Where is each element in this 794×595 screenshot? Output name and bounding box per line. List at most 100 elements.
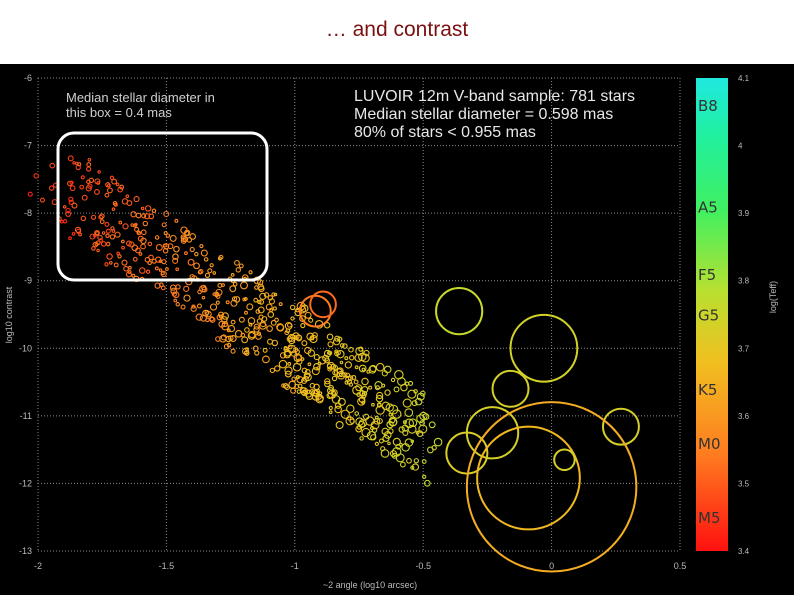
- star-point: [384, 389, 391, 396]
- star-point: [426, 446, 434, 454]
- star-point: [378, 438, 384, 444]
- y-tick-label: -12: [19, 478, 32, 488]
- star-point: [109, 234, 116, 240]
- star-point: [136, 230, 141, 234]
- star-point: [140, 243, 146, 250]
- star-point: [371, 402, 375, 407]
- star-point: [411, 463, 420, 471]
- star-point: [118, 220, 123, 225]
- spectral-type-label: B8: [698, 97, 718, 115]
- star-point: [324, 357, 330, 364]
- sample-annotation: LUVOIR 12m V-band sample: 781 stars Medi…: [354, 88, 635, 142]
- large-star: [445, 431, 489, 475]
- star-point: [154, 282, 161, 289]
- star-point: [361, 427, 371, 438]
- star-point: [65, 211, 72, 217]
- star-point: [68, 236, 72, 241]
- star-point: [121, 245, 125, 250]
- star-point: [200, 249, 208, 257]
- star-point: [361, 367, 366, 372]
- star-point: [358, 364, 367, 373]
- star-point: [131, 273, 136, 278]
- star-point: [104, 192, 110, 198]
- star-point: [324, 378, 331, 385]
- star-point: [155, 244, 163, 252]
- y-tick-label: -10: [19, 343, 32, 353]
- star-point: [331, 375, 338, 382]
- star-point: [212, 271, 217, 275]
- star-point: [303, 373, 312, 382]
- star-point: [248, 270, 253, 275]
- star-point: [220, 334, 227, 341]
- star-point: [161, 259, 167, 265]
- star-point: [105, 233, 110, 239]
- star-point: [383, 365, 392, 374]
- star-point: [225, 300, 230, 305]
- star-point: [328, 410, 333, 415]
- star-point: [106, 183, 111, 188]
- star-point: [368, 365, 377, 374]
- star-point: [283, 346, 288, 351]
- star-point: [121, 198, 129, 205]
- star-point: [328, 405, 333, 411]
- star-point: [209, 316, 216, 323]
- star-point: [215, 336, 221, 342]
- star-point: [90, 214, 97, 220]
- star-point: [402, 429, 409, 436]
- star-point: [230, 319, 236, 325]
- star-point: [122, 223, 129, 230]
- star-point: [375, 362, 385, 372]
- star-point: [398, 426, 405, 433]
- star-point: [184, 230, 190, 236]
- x-tick-label: -0.5: [415, 561, 431, 571]
- star-point: [51, 199, 58, 206]
- star-point: [67, 180, 73, 187]
- star-point: [160, 285, 166, 291]
- star-point: [68, 196, 74, 202]
- star-point: [254, 350, 260, 356]
- star-point: [274, 365, 281, 372]
- star-point: [209, 303, 218, 311]
- star-point: [123, 265, 129, 272]
- star-point: [291, 376, 297, 382]
- star-point: [271, 339, 279, 347]
- star-point: [361, 386, 369, 393]
- star-point: [148, 213, 155, 220]
- spectral-type-label: G5: [698, 307, 719, 325]
- star-point: [338, 372, 344, 378]
- star-point: [253, 323, 260, 330]
- star-point: [399, 461, 406, 468]
- star-point: [69, 185, 76, 192]
- star-point: [352, 385, 362, 395]
- star-point: [65, 207, 71, 214]
- star-point: [230, 299, 238, 307]
- star-point: [407, 424, 417, 434]
- star-point: [295, 334, 303, 342]
- star-point: [86, 162, 92, 168]
- star-point: [357, 420, 366, 429]
- star-point: [135, 247, 141, 254]
- star-point: [365, 416, 375, 426]
- star-point: [278, 359, 288, 369]
- star-point: [80, 215, 87, 222]
- star-point: [274, 317, 279, 323]
- star-point: [311, 367, 320, 376]
- star-point: [407, 389, 417, 399]
- star-point: [183, 251, 188, 256]
- star-point: [114, 231, 121, 238]
- star-point: [39, 197, 45, 203]
- star-point: [326, 333, 334, 341]
- star-point: [254, 285, 259, 290]
- star-point: [313, 363, 321, 371]
- star-point: [404, 408, 414, 417]
- star-point: [282, 383, 289, 389]
- star-point: [155, 256, 162, 263]
- x-tick-label: 0: [549, 561, 554, 571]
- large-star: [309, 290, 337, 319]
- star-point: [349, 354, 355, 361]
- star-point: [354, 365, 359, 370]
- star-point: [125, 194, 130, 198]
- star-point: [304, 369, 311, 375]
- star-point: [120, 239, 125, 244]
- star-point: [361, 377, 369, 386]
